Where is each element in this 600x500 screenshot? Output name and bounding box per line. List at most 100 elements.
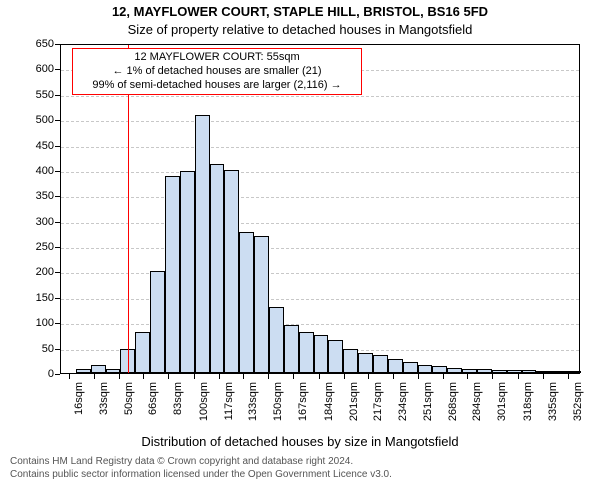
xtick-mark bbox=[268, 374, 269, 379]
histogram-bar bbox=[388, 359, 403, 373]
xtick-mark bbox=[518, 374, 519, 379]
histogram-bar bbox=[551, 371, 566, 373]
histogram-bar bbox=[418, 365, 433, 373]
ytick-label: 250 bbox=[18, 241, 54, 253]
ytick-label: 150 bbox=[18, 292, 54, 304]
histogram-bar bbox=[284, 325, 299, 373]
ytick-label: 650 bbox=[18, 38, 54, 50]
ytick-mark bbox=[55, 44, 60, 45]
ytick-label: 450 bbox=[18, 140, 54, 152]
histogram-bar bbox=[343, 349, 358, 373]
xtick-mark bbox=[492, 374, 493, 379]
xtick-mark bbox=[368, 374, 369, 379]
attribution-line-2: Contains public sector information licen… bbox=[10, 469, 392, 482]
ytick-label: 50 bbox=[18, 343, 54, 355]
histogram-chart: 12, MAYFLOWER COURT, STAPLE HILL, BRISTO… bbox=[0, 0, 600, 500]
histogram-bar bbox=[403, 362, 418, 373]
xtick-label: 117sqm bbox=[223, 382, 235, 432]
xtick-label: 100sqm bbox=[198, 382, 210, 432]
ytick-mark bbox=[55, 171, 60, 172]
ytick-mark bbox=[55, 222, 60, 223]
xtick-mark bbox=[119, 374, 120, 379]
xtick-mark bbox=[543, 374, 544, 379]
xtick-label: 184sqm bbox=[323, 382, 335, 432]
ytick-label: 400 bbox=[18, 165, 54, 177]
histogram-bar bbox=[314, 335, 329, 373]
ytick-mark bbox=[55, 272, 60, 273]
ytick-mark bbox=[55, 120, 60, 121]
xtick-label: 50sqm bbox=[123, 382, 135, 432]
xtick-label: 268sqm bbox=[447, 382, 459, 432]
histogram-bar bbox=[180, 171, 195, 373]
chart-title: 12, MAYFLOWER COURT, STAPLE HILL, BRISTO… bbox=[0, 4, 600, 19]
xtick-mark bbox=[219, 374, 220, 379]
xtick-label: 284sqm bbox=[471, 382, 483, 432]
ytick-label: 600 bbox=[18, 63, 54, 75]
histogram-bar bbox=[432, 366, 447, 373]
ytick-label: 500 bbox=[18, 114, 54, 126]
histogram-bar bbox=[358, 353, 373, 373]
xtick-mark bbox=[94, 374, 95, 379]
histogram-bar bbox=[536, 371, 551, 373]
ytick-label: 100 bbox=[18, 317, 54, 329]
xtick-mark bbox=[143, 374, 144, 379]
annotation-line-3: 99% of semi-detached houses are larger (… bbox=[77, 79, 357, 93]
xtick-label: 66sqm bbox=[147, 382, 159, 432]
histogram-bar bbox=[269, 307, 284, 373]
ytick-mark bbox=[55, 349, 60, 350]
xtick-mark bbox=[393, 374, 394, 379]
xtick-mark bbox=[443, 374, 444, 379]
histogram-bar bbox=[210, 164, 225, 373]
histogram-bar bbox=[507, 370, 522, 373]
ytick-mark bbox=[55, 247, 60, 248]
xtick-label: 352sqm bbox=[572, 382, 584, 432]
annotation-line-2: ← 1% of detached houses are smaller (21) bbox=[77, 65, 357, 79]
histogram-bar bbox=[195, 115, 210, 373]
xtick-mark bbox=[194, 374, 195, 379]
xtick-label: 234sqm bbox=[397, 382, 409, 432]
ytick-label: 300 bbox=[18, 216, 54, 228]
xtick-mark bbox=[293, 374, 294, 379]
ytick-mark bbox=[55, 95, 60, 96]
xtick-mark bbox=[69, 374, 70, 379]
histogram-bar bbox=[462, 369, 477, 373]
xtick-label: 33sqm bbox=[98, 382, 110, 432]
gridline bbox=[61, 96, 579, 97]
gridline bbox=[61, 273, 579, 274]
ytick-mark bbox=[55, 69, 60, 70]
gridline bbox=[61, 324, 579, 325]
xtick-mark bbox=[568, 374, 569, 379]
histogram-bar bbox=[76, 369, 91, 373]
ytick-label: 200 bbox=[18, 266, 54, 278]
xtick-mark bbox=[467, 374, 468, 379]
xtick-label: 301sqm bbox=[496, 382, 508, 432]
ytick-label: 0 bbox=[18, 368, 54, 380]
ytick-mark bbox=[55, 146, 60, 147]
xtick-label: 335sqm bbox=[547, 382, 559, 432]
xtick-label: 133sqm bbox=[247, 382, 259, 432]
histogram-bar bbox=[106, 369, 121, 373]
xtick-label: 150sqm bbox=[272, 382, 284, 432]
xtick-label: 167sqm bbox=[297, 382, 309, 432]
attribution-line-1: Contains HM Land Registry data © Crown c… bbox=[10, 456, 392, 469]
histogram-bar bbox=[299, 332, 314, 373]
gridline bbox=[61, 223, 579, 224]
gridline bbox=[61, 147, 579, 148]
xtick-mark bbox=[243, 374, 244, 379]
ytick-mark bbox=[55, 374, 60, 375]
histogram-bar bbox=[135, 332, 150, 373]
xtick-mark bbox=[319, 374, 320, 379]
xtick-label: 217sqm bbox=[372, 382, 384, 432]
histogram-bar bbox=[239, 232, 254, 373]
chart-subtitle: Size of property relative to detached ho… bbox=[0, 22, 600, 37]
ytick-mark bbox=[55, 196, 60, 197]
histogram-bar bbox=[165, 176, 180, 373]
gridline bbox=[61, 248, 579, 249]
histogram-bar bbox=[566, 371, 581, 373]
xtick-label: 16sqm bbox=[73, 382, 85, 432]
xtick-mark bbox=[344, 374, 345, 379]
gridline bbox=[61, 197, 579, 198]
ytick-mark bbox=[55, 298, 60, 299]
histogram-bar bbox=[150, 271, 165, 373]
gridline bbox=[61, 172, 579, 173]
